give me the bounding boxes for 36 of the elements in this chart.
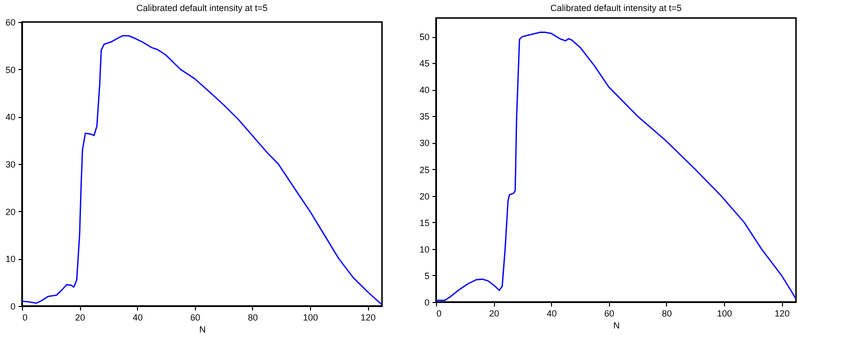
y-tick-label: 40 xyxy=(419,85,430,96)
x-tick-label: 60 xyxy=(190,312,200,322)
y-tick-label: 50 xyxy=(5,64,16,75)
x-tick-label: 120 xyxy=(360,312,376,322)
x-tick-label: 20 xyxy=(489,308,500,318)
x-tick-label: 20 xyxy=(75,312,86,322)
y-tick-label: 40 xyxy=(5,112,16,122)
x-axis-title: N xyxy=(613,320,620,330)
y-tick-label: 15 xyxy=(419,218,430,228)
y-tick-label: 0 xyxy=(424,298,430,308)
y-tick-label: 30 xyxy=(419,138,430,148)
x-tick-label: 100 xyxy=(302,312,318,322)
x-tick-label: 120 xyxy=(774,308,790,318)
x-axis-title: N xyxy=(199,324,206,334)
x-tick-label: 0 xyxy=(22,312,28,322)
x-tick-label: 80 xyxy=(248,312,258,322)
y-tick-label: 60 xyxy=(5,18,16,28)
x-tick-label: 100 xyxy=(716,308,732,318)
x-tick-label: 40 xyxy=(132,312,143,322)
x-tick-label: 60 xyxy=(604,308,614,318)
y-tick-label: 10 xyxy=(5,254,16,264)
chart-title: Calibrated default intensity at t=5 xyxy=(550,3,682,13)
y-tick-label: 5 xyxy=(424,270,430,281)
y-tick-label: 0 xyxy=(10,302,16,312)
y-tick-label: 20 xyxy=(5,206,16,217)
y-tick-label: 45 xyxy=(419,58,430,69)
x-tick-label: 80 xyxy=(662,308,672,318)
y-tick-label: 10 xyxy=(419,244,430,254)
y-tick-label: 35 xyxy=(419,112,430,122)
y-tick-label: 30 xyxy=(5,160,16,170)
x-tick-label: 40 xyxy=(546,308,557,318)
x-tick-label: 0 xyxy=(436,308,442,318)
y-tick-label: 50 xyxy=(419,32,430,42)
chart-title: Calibrated default intensity at t=5 xyxy=(136,3,268,13)
y-tick-label: 25 xyxy=(419,164,430,175)
y-tick-label: 20 xyxy=(419,191,430,202)
